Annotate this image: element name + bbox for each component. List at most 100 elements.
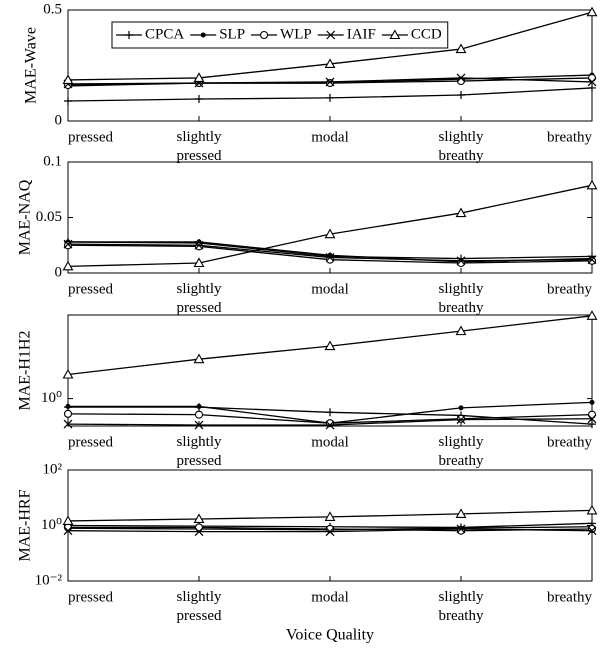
marker xyxy=(194,410,204,419)
marker-shape xyxy=(62,515,74,525)
x-tick-label: modal xyxy=(311,281,349,297)
legend-box xyxy=(111,21,449,49)
marker xyxy=(324,228,336,239)
marker xyxy=(455,207,467,218)
marker xyxy=(587,256,597,265)
x-tick-label: pressed xyxy=(68,589,113,605)
y-axis-label: MAE-HRF xyxy=(17,489,34,561)
marker-shape xyxy=(63,239,73,249)
marker xyxy=(324,340,336,351)
marker xyxy=(62,515,74,525)
marker xyxy=(193,513,205,524)
marker-shape xyxy=(324,340,336,351)
marker xyxy=(389,29,401,40)
marker xyxy=(325,77,335,87)
y-tick-label: 0.5 xyxy=(43,1,62,17)
legend-label: WLP xyxy=(280,26,312,42)
y-axis-label: MAE-H1H2 xyxy=(17,331,34,411)
marker-shape xyxy=(455,508,467,518)
marker-shape xyxy=(324,58,336,68)
marker xyxy=(63,526,73,536)
marker xyxy=(456,415,466,425)
marker xyxy=(586,310,598,320)
marker xyxy=(65,403,71,409)
marker xyxy=(458,405,464,411)
legend-label: IAIF xyxy=(347,26,376,42)
marker-shape xyxy=(455,43,467,54)
marker-shape xyxy=(456,524,466,534)
marker xyxy=(325,420,335,430)
marker-shape xyxy=(455,325,467,336)
marker xyxy=(62,368,74,379)
marker-shape xyxy=(63,526,73,536)
marker-shape xyxy=(587,414,597,424)
marker xyxy=(324,511,336,521)
marker-shape xyxy=(325,78,335,88)
x-tick-label: breathy xyxy=(547,434,592,450)
marker xyxy=(63,409,73,418)
marker-shape xyxy=(589,399,595,405)
marker-shape xyxy=(324,228,336,239)
marker-shape xyxy=(194,410,204,419)
marker xyxy=(455,325,467,336)
marker-shape xyxy=(325,527,335,537)
marker xyxy=(62,260,74,271)
marker xyxy=(325,527,335,537)
marker xyxy=(456,256,466,266)
marker-shape xyxy=(456,414,466,423)
marker-shape xyxy=(193,72,205,82)
marker-shape xyxy=(587,77,597,87)
marker-shape xyxy=(62,368,74,379)
marker-shape xyxy=(586,179,598,190)
x-tick-label: modal xyxy=(311,434,349,450)
x-tick-label: modal xyxy=(311,589,349,605)
marker-shape xyxy=(325,77,335,87)
marker xyxy=(259,30,269,40)
marker xyxy=(63,241,73,250)
marker xyxy=(196,403,202,409)
y-tick-label: 10⁰ xyxy=(41,517,62,533)
marker xyxy=(325,78,335,88)
marker-shape xyxy=(194,527,204,537)
marker-shape xyxy=(195,95,203,104)
marker xyxy=(63,239,73,249)
marker-shape xyxy=(326,93,334,102)
marker xyxy=(586,504,598,515)
marker xyxy=(326,93,334,102)
y-tick-label: 0.05 xyxy=(36,209,62,225)
marker-shape xyxy=(325,253,335,262)
marker xyxy=(587,77,597,87)
marker xyxy=(587,255,597,265)
marker-shape xyxy=(586,504,598,515)
x-tick-label: slightly pressed xyxy=(176,129,222,164)
x-tick-label: slightly breathy xyxy=(438,434,484,469)
x-tick-label: slightly breathy xyxy=(438,129,484,164)
legend-label: CCD xyxy=(411,26,442,42)
legend-label: SLP xyxy=(219,26,245,42)
marker-shape xyxy=(587,255,597,265)
marker-shape xyxy=(326,30,336,40)
marker-shape xyxy=(325,420,335,430)
marker-shape xyxy=(62,260,74,271)
marker xyxy=(64,97,72,106)
marker xyxy=(125,31,133,39)
x-tick-label: breathy xyxy=(547,589,592,605)
x-tick-label: slightly pressed xyxy=(176,589,222,624)
marker xyxy=(194,242,204,251)
x-tick-label: pressed xyxy=(68,281,113,297)
marker xyxy=(324,58,336,68)
marker-shape xyxy=(456,73,466,83)
y-tick-label: 10² xyxy=(43,461,63,477)
marker xyxy=(193,257,205,268)
marker-shape xyxy=(389,29,401,40)
marker-shape xyxy=(193,353,205,364)
marker-shape xyxy=(200,32,206,38)
marker-shape xyxy=(193,513,205,524)
marker-shape xyxy=(326,408,334,417)
marker-shape xyxy=(63,419,73,429)
marker xyxy=(589,399,595,405)
marker xyxy=(326,30,336,40)
marker xyxy=(587,73,597,82)
y-axis-label: MAE-Wave xyxy=(23,27,40,104)
